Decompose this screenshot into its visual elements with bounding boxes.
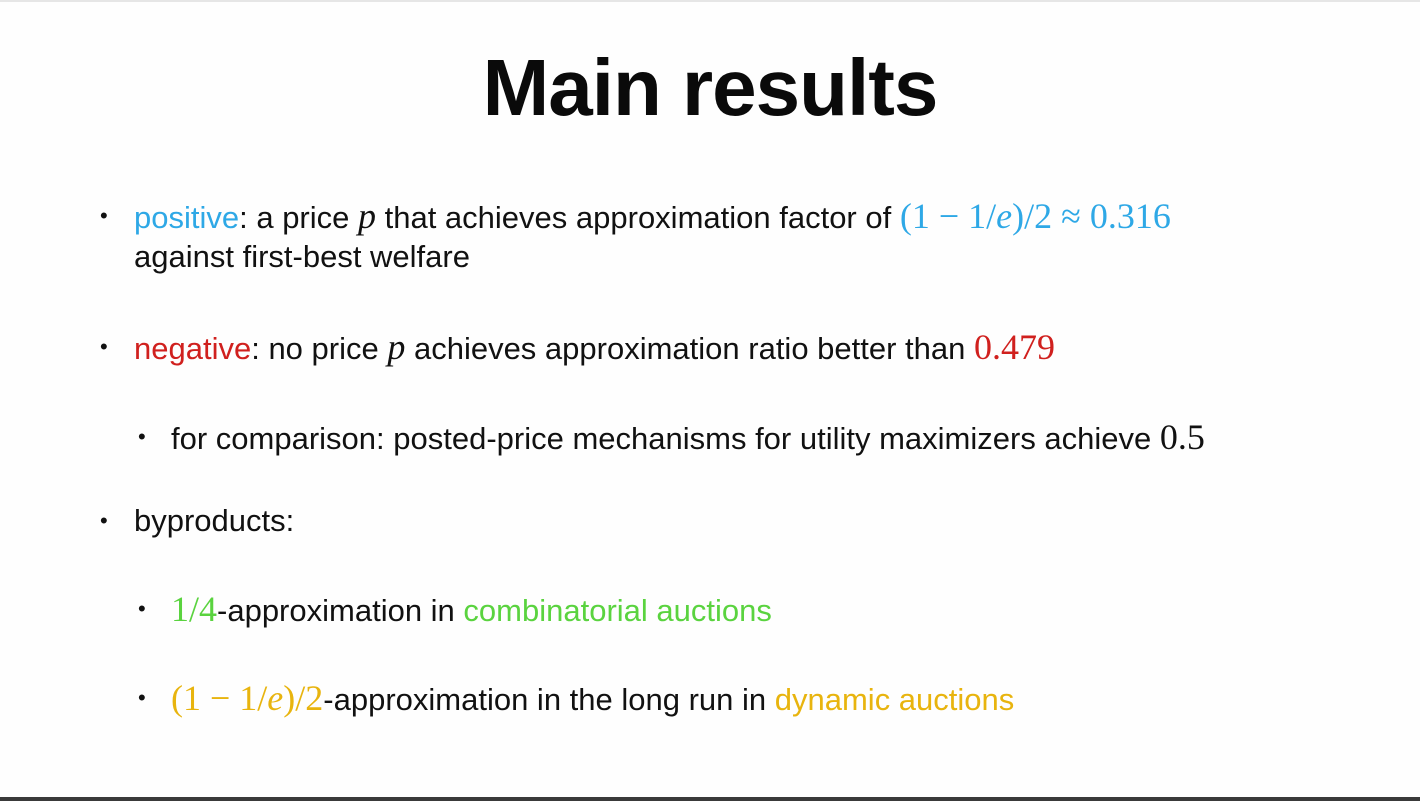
price-variable: p	[358, 196, 376, 236]
sub-bullet-combinatorial: 1/4-approximation in combinatorial aucti…	[171, 588, 772, 632]
negative-text-b: achieves approximation ratio better than	[405, 331, 974, 366]
negative-text-a: : no price	[251, 331, 388, 366]
negative-ratio-math: 0.479	[974, 327, 1055, 367]
combinatorial-text: -approximation in	[217, 593, 464, 628]
dynamic-math: (1 − 1/e)/2	[171, 678, 324, 718]
bullet-positive-line2: against first-best welfare	[134, 239, 470, 274]
price-variable: p	[387, 327, 406, 367]
dynamic-auctions-label: dynamic auctions	[774, 682, 1015, 717]
bullet-byproducts: byproducts:	[134, 503, 295, 538]
positive-text-b: that achieves approximation factor of	[376, 200, 900, 235]
bullet-dot: •	[100, 334, 108, 359]
comparison-text: for comparison: posted-price mechanisms …	[171, 421, 1160, 456]
sub-bullet-dot: •	[138, 424, 146, 449]
bullet-positive: positive: a price p that achieves approx…	[134, 195, 1171, 239]
negative-label: negative	[134, 331, 252, 366]
slide-title: Main results	[482, 43, 939, 132]
sub-bullet-comparison: for comparison: posted-price mechanisms …	[171, 416, 1205, 460]
combinatorial-math: 1/4	[171, 589, 218, 629]
bottom-border	[0, 797, 1420, 801]
comparison-math: 0.5	[1159, 417, 1205, 457]
bullet-dot: •	[100, 508, 108, 533]
dynamic-text: -approximation in the long run in	[323, 682, 775, 717]
bullet-dot: •	[100, 203, 108, 228]
positive-factor-math: (1 − 1/e)/2 ≈ 0.316	[899, 196, 1171, 236]
positive-text-a: : a price	[239, 200, 358, 235]
sub-bullet-dynamic: (1 − 1/e)/2-approximation in the long ru…	[171, 677, 1014, 721]
top-border	[0, 0, 1420, 2]
bullet-negative: negative: no price p achieves approximat…	[134, 326, 1055, 370]
sub-bullet-dot: •	[138, 596, 146, 621]
positive-label: positive	[134, 200, 240, 235]
sub-bullet-dot: •	[138, 685, 146, 710]
combinatorial-auctions-label: combinatorial auctions	[463, 593, 772, 628]
